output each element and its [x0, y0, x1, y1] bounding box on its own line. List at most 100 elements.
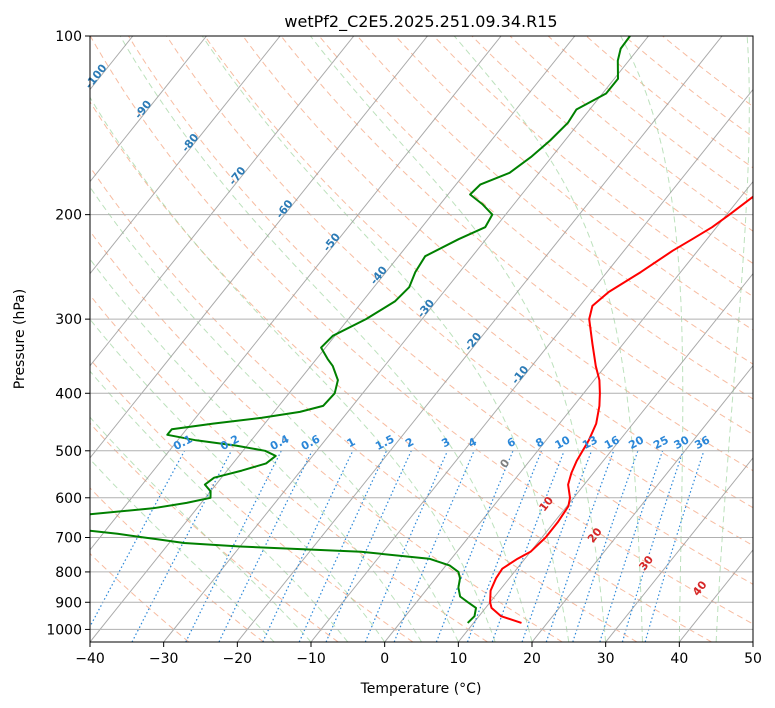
x-tick-label: 10	[449, 651, 467, 667]
x-tick-label: 20	[523, 651, 541, 667]
warm-isotherm-label: 40	[690, 578, 710, 598]
x-axis-label: Temperature (°C)	[360, 681, 482, 697]
y-tick-label: 1000	[46, 622, 82, 638]
dry-adiabat	[471, 36, 753, 265]
mixing-ratio-line	[90, 450, 186, 628]
y-axis-label: Pressure (hPa)	[12, 289, 28, 389]
mixing-ratio-line	[298, 450, 388, 642]
mixing-ratio-line	[644, 450, 705, 642]
mixing-ratio-line	[218, 450, 313, 642]
mixing-ratio-label: 20	[626, 433, 646, 452]
isotherm	[605, 457, 753, 642]
isotherm	[678, 549, 753, 642]
dry-adiabat	[90, 36, 753, 625]
dry-adiabat	[509, 36, 753, 232]
isotherm-label: -50	[320, 230, 343, 254]
mixing-ratio-label: 25	[651, 433, 671, 452]
isotherm	[90, 36, 502, 551]
isotherm	[310, 88, 753, 642]
isotherm-label: -70	[226, 164, 249, 188]
moist-adiabat	[90, 186, 459, 642]
mixing-ratio-label: 16	[602, 433, 622, 452]
chart-title: wetPf2_C2E5.2025.251.09.34.R15	[284, 12, 557, 32]
moist-adiabat	[90, 318, 386, 642]
isotherm-label: -60	[273, 197, 296, 221]
mixing-ratio-label: 3	[439, 435, 452, 450]
mixing-ratio-line	[262, 450, 354, 642]
mixing-ratio-line	[572, 450, 639, 642]
isotherm	[0, 36, 59, 642]
isotherm	[90, 36, 428, 459]
mixing-ratio-label: 1	[345, 435, 358, 450]
moist-adiabat	[715, 36, 750, 642]
isotherm	[90, 36, 355, 367]
moist-adiabat	[201, 36, 570, 642]
temperature-trace	[489, 195, 753, 624]
x-tick-label: −10	[296, 651, 326, 667]
dry-adiabat	[90, 487, 264, 642]
dry-adiabat	[433, 36, 753, 298]
dry-adiabat	[547, 36, 753, 200]
mixing-ratio-line	[364, 450, 449, 642]
isotherm-label: -40	[367, 263, 390, 287]
dry-adiabat	[166, 36, 753, 547]
mixing-ratio-label: 0.4	[268, 432, 292, 453]
mixing-ratio-label: 0.2	[218, 432, 241, 453]
moist-adiabat	[453, 36, 643, 642]
mixing-ratio-label: 10	[553, 433, 573, 452]
y-tick-label: 100	[55, 29, 82, 45]
isotherm	[752, 641, 753, 642]
x-tick-label: −40	[75, 651, 105, 667]
y-tick-label: 300	[55, 312, 82, 328]
isotherm-label: -80	[179, 131, 202, 155]
dry-adiabat	[318, 36, 753, 400]
axes: −40 −30 −20 −10 0 10 20 30 40 5010020030040050060…	[46, 29, 762, 667]
mixing-ratio-label: 1.5	[373, 432, 396, 453]
isotherm-label: -30	[415, 297, 438, 321]
isotherm-label: -20	[462, 330, 485, 354]
x-tick-label: −20	[223, 651, 253, 667]
y-tick-label: 900	[55, 595, 82, 611]
y-tick-label: 400	[55, 386, 82, 402]
moist-adiabat	[620, 36, 684, 642]
mixing-ratio-label: 4	[466, 435, 479, 450]
x-tick-label: 0	[380, 651, 389, 667]
dry-adiabat	[662, 36, 753, 108]
moist-adiabat	[119, 36, 533, 642]
isotherm	[457, 272, 753, 642]
dry-adiabat	[357, 36, 753, 365]
y-tick-label: 200	[55, 208, 82, 224]
mixing-ratio-label: 30	[672, 433, 692, 452]
line-labels: -100-90-80-70-60-50-40-30-20-100.1 0.2 0.4…	[82, 61, 712, 598]
sounding-traces	[90, 36, 753, 624]
mixing-ratio-label: 0.6	[299, 432, 323, 453]
mixing-ratio-line	[621, 450, 684, 642]
pressure-gridlines	[90, 36, 753, 630]
y-tick-label: 700	[55, 531, 82, 547]
background-lines	[0, 36, 753, 642]
isotherm	[531, 364, 753, 642]
moist-adiabat	[90, 458, 275, 642]
isotherm-label: -10	[509, 363, 532, 387]
isotherm	[236, 36, 723, 642]
moist-adiabat	[90, 258, 422, 642]
moist-adiabat	[310, 36, 607, 642]
x-tick-label: 30	[597, 651, 615, 667]
mixing-ratio-line	[466, 450, 543, 642]
isotherm-label: -90	[132, 98, 155, 122]
isotherm	[163, 36, 649, 642]
dry-adiabat	[395, 36, 753, 331]
mixing-ratio-line	[545, 450, 615, 642]
isotherm	[384, 180, 753, 642]
mixing-ratio-line	[393, 450, 475, 642]
moist-adiabat	[90, 370, 349, 642]
y-tick-label: 800	[55, 565, 82, 581]
x-tick-label: 50	[744, 651, 762, 667]
warm-isotherm-label: 20	[585, 525, 605, 545]
dry-adiabat	[280, 36, 753, 435]
mixing-ratio-label: 13	[580, 433, 600, 452]
dry-adiabat	[90, 294, 488, 642]
x-tick-label: −30	[149, 651, 179, 667]
mixing-ratio-line	[599, 450, 664, 642]
